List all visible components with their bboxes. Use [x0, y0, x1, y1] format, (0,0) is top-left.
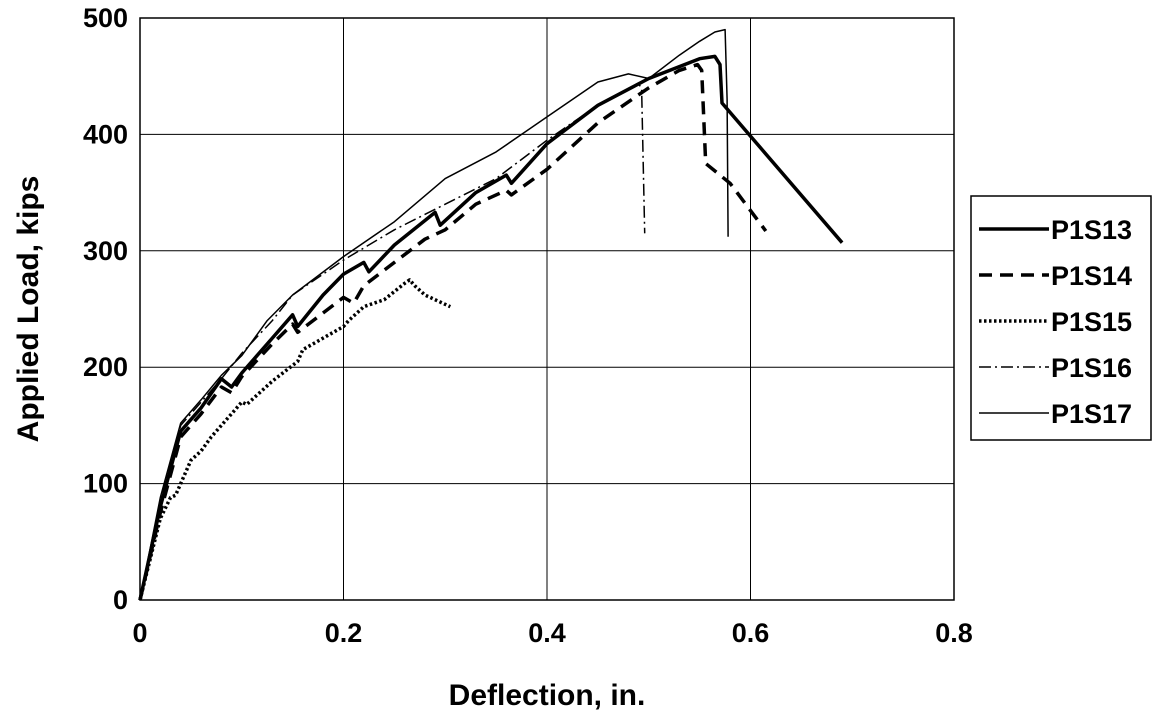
legend-label-p1s13: P1S13	[1051, 215, 1132, 245]
x-tick-label: 0.6	[732, 618, 770, 648]
y-tick-label: 200	[83, 352, 128, 382]
y-tick-label: 0	[113, 585, 128, 615]
plot-frame	[139, 17, 955, 601]
y-axis-label: Applied Load, kips	[12, 176, 45, 443]
legend-box	[970, 195, 1152, 441]
x-tick-label: 0.8	[935, 618, 973, 648]
x-tick-label: 0.4	[528, 618, 566, 648]
series-line-p1s13	[138, 54, 844, 601]
y-tick-labels: 0 100 200 300 400 500	[83, 3, 128, 615]
series-layer	[138, 28, 844, 601]
legend-label-p1s14: P1S14	[1051, 261, 1132, 291]
y-tick-label: 100	[83, 469, 128, 499]
legend-label-p1s17: P1S17	[1051, 399, 1132, 429]
series-line-p1s16	[139, 83, 646, 601]
legend-label-p1s16: P1S16	[1051, 353, 1132, 383]
legend: P1S13 P1S14 P1S15 P1S16 P1S17	[970, 195, 1152, 441]
legend-label-p1s15: P1S15	[1051, 307, 1132, 337]
x-tick-label: 0.2	[325, 618, 363, 648]
y-tick-label: 400	[83, 119, 128, 149]
series-line-p1s14	[138, 62, 768, 601]
x-axis-label: Deflection, in.	[449, 679, 646, 712]
x-tick-label: 0	[132, 618, 147, 648]
y-tick-label: 500	[83, 3, 128, 33]
y-tick-label: 300	[83, 236, 128, 266]
series-line-p1s17	[139, 28, 729, 601]
series-line-p1s15	[138, 278, 452, 601]
x-tick-labels: 0 0.2 0.4 0.6 0.8	[132, 618, 972, 648]
